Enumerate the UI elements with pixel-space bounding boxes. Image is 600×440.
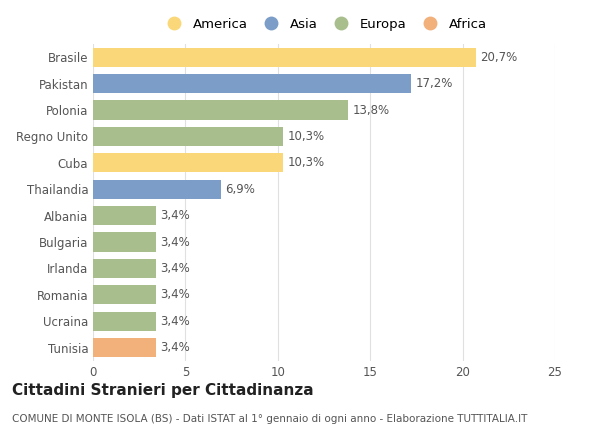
Text: 17,2%: 17,2% [415, 77, 453, 90]
Bar [93, 153, 283, 172]
Bar [93, 74, 411, 93]
Text: 20,7%: 20,7% [480, 51, 517, 64]
Text: 13,8%: 13,8% [353, 103, 390, 117]
Bar [93, 232, 156, 252]
Text: Cittadini Stranieri per Cittadinanza: Cittadini Stranieri per Cittadinanza [12, 383, 314, 398]
Text: COMUNE DI MONTE ISOLA (BS) - Dati ISTAT al 1° gennaio di ogni anno - Elaborazion: COMUNE DI MONTE ISOLA (BS) - Dati ISTAT … [12, 414, 527, 424]
Text: 3,4%: 3,4% [160, 288, 190, 301]
Text: 3,4%: 3,4% [160, 315, 190, 328]
Bar [93, 180, 221, 199]
Text: 3,4%: 3,4% [160, 235, 190, 249]
Bar [93, 206, 156, 225]
Legend: America, Asia, Europa, Africa: America, Asia, Europa, Africa [161, 18, 487, 31]
Text: 3,4%: 3,4% [160, 262, 190, 275]
Bar [93, 259, 156, 278]
Text: 10,3%: 10,3% [288, 130, 325, 143]
Bar [93, 312, 156, 331]
Bar [93, 338, 156, 357]
Text: 6,9%: 6,9% [225, 183, 255, 196]
Text: 10,3%: 10,3% [288, 156, 325, 169]
Bar [93, 100, 348, 120]
Bar [93, 285, 156, 304]
Bar [93, 48, 476, 67]
Text: 3,4%: 3,4% [160, 209, 190, 222]
Bar [93, 127, 283, 146]
Text: 3,4%: 3,4% [160, 341, 190, 354]
